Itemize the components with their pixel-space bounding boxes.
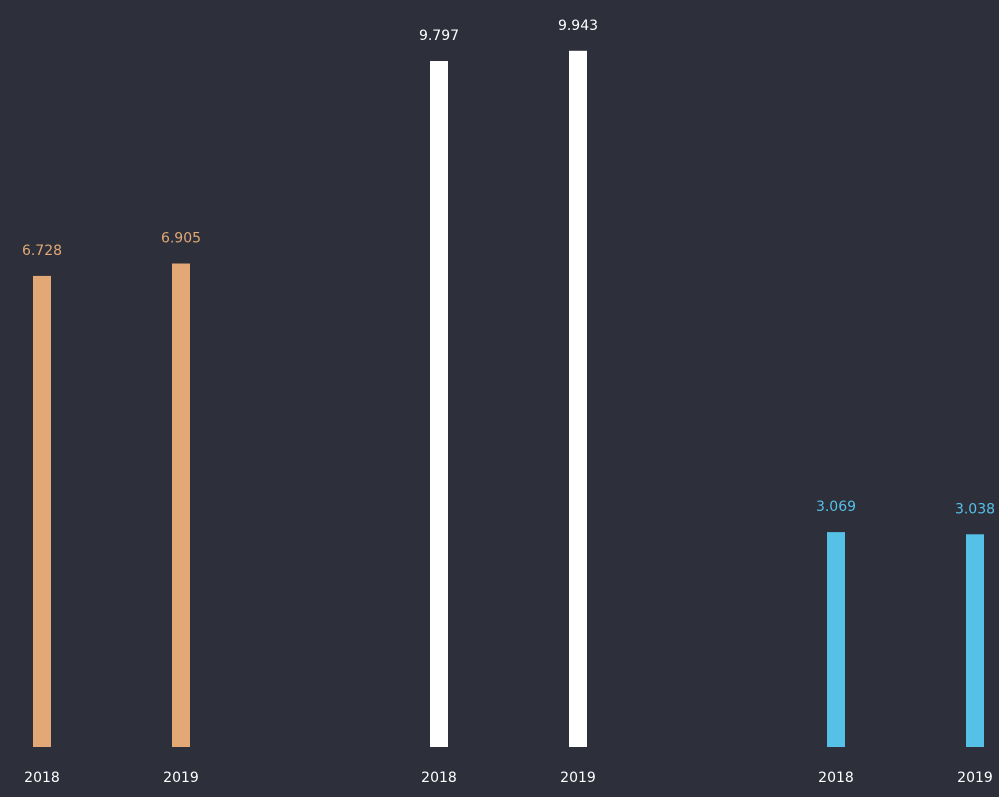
tick-label-g0-2018: 2018 — [24, 770, 60, 786]
tick-label-g0-2019: 2019 — [163, 770, 199, 786]
tick-label-g1-2019: 2019 — [560, 770, 596, 786]
value-label-g1-2019: 9.943 — [558, 18, 598, 34]
value-label-g0-2019: 6.905 — [161, 231, 201, 247]
bar-g1-2018 — [430, 61, 448, 748]
value-label-g2-2019: 3.038 — [955, 501, 995, 517]
bar-g2-2019 — [966, 534, 984, 747]
bar-g0-2018 — [33, 275, 51, 747]
bar-g1-2019 — [569, 50, 587, 748]
tick-label-g1-2018: 2018 — [421, 770, 457, 786]
bar-g0-2019 — [172, 263, 190, 747]
tick-label-g2-2019: 2019 — [957, 770, 993, 786]
value-label-g1-2018: 9.797 — [419, 28, 459, 44]
bar-g2-2018 — [827, 532, 845, 747]
value-label-g0-2018: 6.728 — [22, 243, 62, 259]
value-label-g2-2018: 3.069 — [816, 499, 856, 515]
tick-label-g2-2018: 2018 — [818, 770, 854, 786]
